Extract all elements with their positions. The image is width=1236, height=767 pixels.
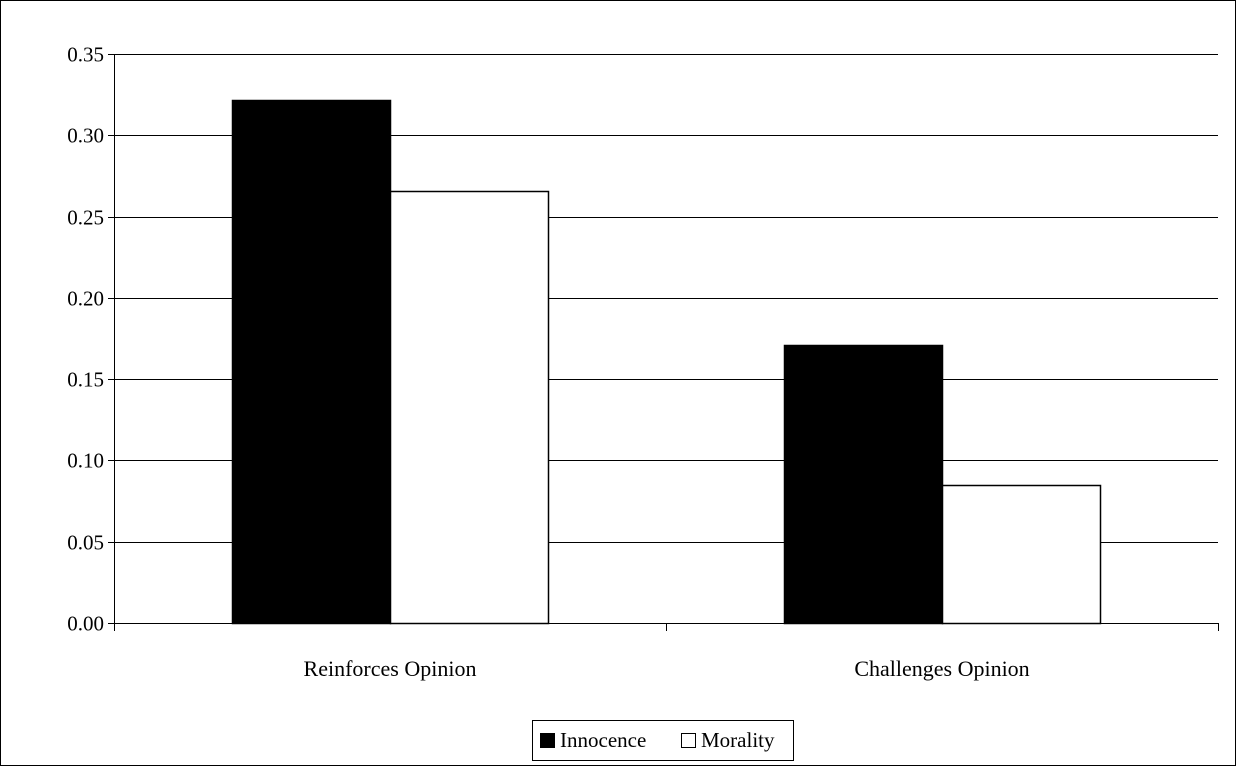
legend-swatch-morality bbox=[682, 734, 696, 748]
legend-swatch-innocence bbox=[541, 734, 555, 748]
y-tick-label: 0.30 bbox=[67, 124, 104, 148]
bar-innocence-reinforces bbox=[233, 101, 391, 624]
y-tick-label: 0.25 bbox=[67, 206, 104, 230]
legend-label-innocence: Innocence bbox=[560, 728, 646, 752]
legend: Innocence Morality bbox=[533, 721, 794, 761]
y-tick-label: 0.05 bbox=[67, 531, 104, 555]
category-label: Challenges Opinion bbox=[854, 656, 1029, 681]
category-labels: Reinforces Opinion Challenges Opinion bbox=[304, 656, 1030, 681]
bar-morality-reinforces bbox=[391, 192, 549, 624]
y-tick-label: 0.35 bbox=[67, 43, 104, 67]
bar-morality-challenges bbox=[943, 486, 1101, 624]
y-tick-label: 0.00 bbox=[67, 612, 104, 636]
y-tick-label: 0.20 bbox=[67, 287, 104, 311]
y-tick-label: 0.15 bbox=[67, 368, 104, 392]
legend-label-morality: Morality bbox=[701, 728, 775, 752]
y-tick-labels: 0.00 0.05 0.10 0.15 0.20 0.25 0.30 0.35 bbox=[67, 43, 104, 636]
bar-innocence-challenges bbox=[785, 346, 943, 624]
category-label: Reinforces Opinion bbox=[304, 656, 477, 681]
bars bbox=[233, 101, 1101, 624]
y-tick-label: 0.10 bbox=[67, 449, 104, 473]
